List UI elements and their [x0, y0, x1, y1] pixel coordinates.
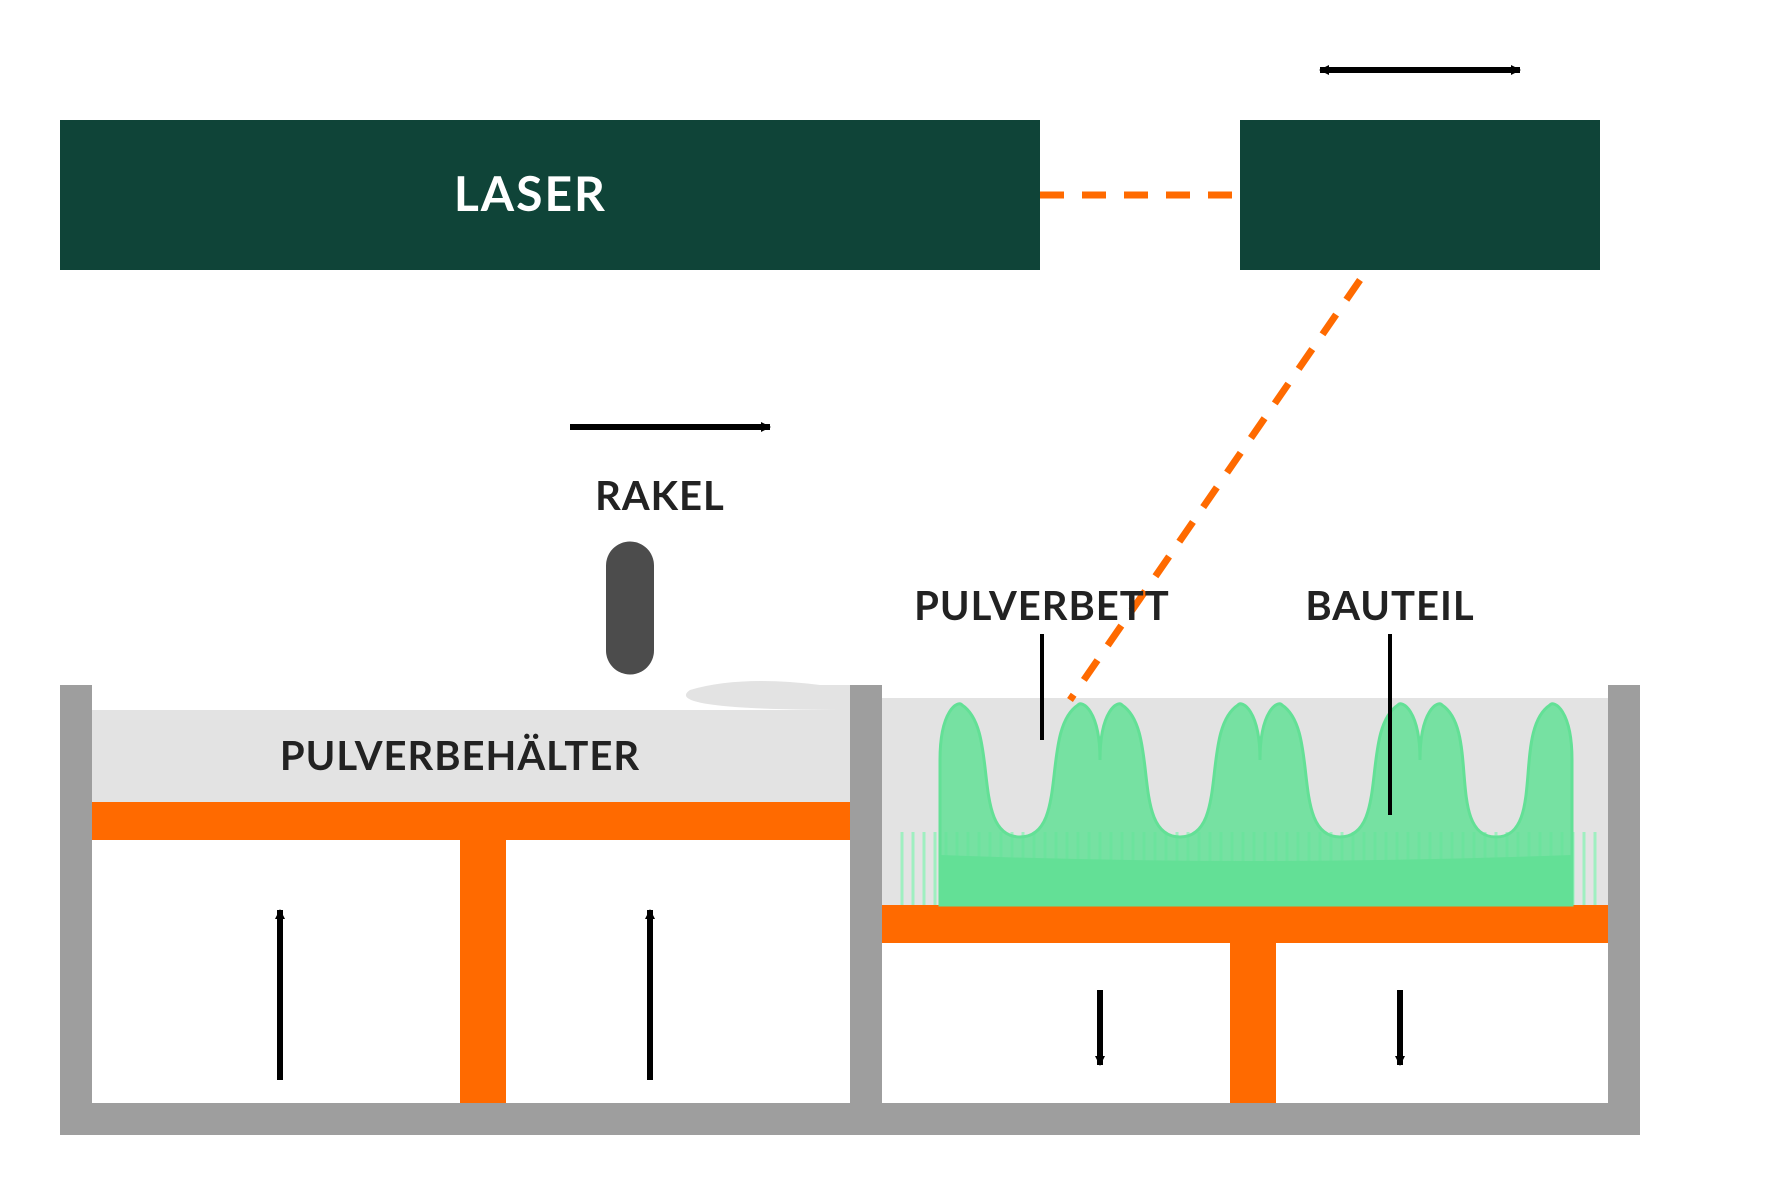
mirror-block [1240, 120, 1600, 270]
platform-left-stem [460, 840, 506, 1103]
housing-divider [850, 685, 882, 1103]
beam-diagonal [1070, 280, 1360, 700]
slm-diagram: LASER RAKEL PULVERBEHÄLTER PULVERBETT BAUTEI… [0, 0, 1772, 1191]
platform-right [882, 905, 1608, 943]
platform-left [92, 802, 850, 840]
bauteil-label: BAUTEIL [1305, 581, 1474, 629]
platform-right-stem [1230, 943, 1276, 1103]
pulverbett-label: PULVERBETT [914, 581, 1170, 629]
pulverbehaelter-label: PULVERBEHÄLTER [280, 731, 640, 779]
powder-bump [686, 681, 850, 710]
rakel-label: RAKEL [595, 471, 725, 519]
rakel-body [606, 542, 654, 675]
laser-label: LASER [454, 165, 607, 222]
